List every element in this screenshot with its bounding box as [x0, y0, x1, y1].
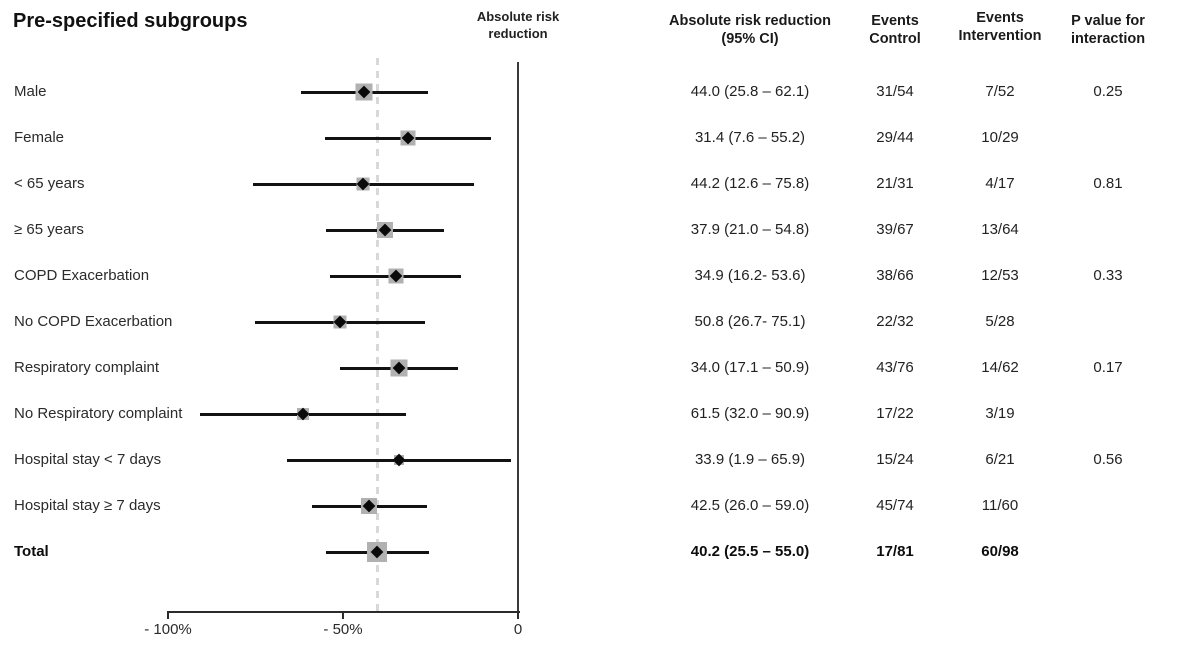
- x-axis-tick-label: - 100%: [144, 621, 192, 638]
- cell-events-intervention: 13/64: [981, 221, 1019, 238]
- row-label: Hospital stay ≥ 7 days: [14, 497, 161, 514]
- row-label: ≥ 65 years: [14, 221, 84, 238]
- column-header-p-interaction-line2: interaction: [1070, 31, 1146, 47]
- plot-axis-title: Absolute risk reduction: [477, 8, 559, 42]
- cell-arr-ci: 34.9 (16.2- 53.6): [694, 267, 806, 284]
- column-header-events-control-line2: Control: [869, 31, 921, 47]
- cell-p-value: 0.81: [1093, 175, 1123, 192]
- cell-events-control: 17/81: [876, 543, 914, 560]
- cell-arr-ci: 34.0 (17.1 – 50.9): [690, 359, 810, 376]
- plot-axis-title-line1: Absolute risk: [476, 9, 560, 24]
- cell-events-intervention: 7/52: [985, 83, 1015, 100]
- figure-title: Pre-specified subgroups: [13, 10, 248, 32]
- cell-events-intervention: 3/19: [985, 405, 1015, 422]
- cell-p-value: 0.56: [1093, 451, 1123, 468]
- column-header-events-control-line1: Events: [871, 13, 919, 29]
- cell-arr-ci: 33.9 (1.9 – 65.9): [694, 451, 806, 468]
- x-axis-tick: [517, 612, 519, 619]
- cell-events-control: 22/32: [876, 313, 914, 330]
- x-axis-tick-label: - 50%: [323, 621, 363, 638]
- cell-events-intervention: 10/29: [981, 129, 1019, 146]
- cell-p-value: 0.25: [1093, 83, 1123, 100]
- column-header-arr-ci-line2: (95% CI): [721, 31, 779, 47]
- column-header-arr-ci-line1: Absolute risk reduction: [669, 13, 831, 29]
- cell-arr-ci: 44.0 (25.8 – 62.1): [690, 83, 810, 100]
- row-label: < 65 years: [14, 175, 85, 192]
- cell-arr-ci: 37.9 (21.0 – 54.8): [690, 221, 810, 238]
- cell-events-intervention: 6/21: [985, 451, 1015, 468]
- cell-events-control: 21/31: [876, 175, 914, 192]
- cell-arr-ci: 61.5 (32.0 – 90.9): [690, 405, 810, 422]
- cell-events-control: 43/76: [876, 359, 914, 376]
- cell-arr-ci: 40.2 (25.5 – 55.0): [690, 543, 810, 560]
- cell-arr-ci: 31.4 (7.6 – 55.2): [694, 129, 806, 146]
- zero-axis-line: [517, 62, 519, 612]
- column-header-events-intervention-line2: Intervention: [958, 28, 1042, 44]
- row-label: Male: [14, 83, 47, 100]
- cell-events-intervention: 4/17: [985, 175, 1015, 192]
- cell-events-intervention: 12/53: [981, 267, 1019, 284]
- row-label: COPD Exacerbation: [14, 267, 150, 284]
- cell-events-control: 29/44: [876, 129, 914, 146]
- x-axis-tick: [167, 612, 169, 619]
- cell-p-value: 0.33: [1093, 267, 1123, 284]
- column-header-p-interaction-line1: P value for: [1071, 13, 1145, 29]
- cell-events-control: 31/54: [876, 83, 914, 100]
- reference-dashed-line: [375, 58, 379, 612]
- x-axis-tick: [342, 612, 344, 619]
- row-label: No Respiratory complaint: [14, 405, 183, 422]
- cell-events-intervention: 14/62: [981, 359, 1019, 376]
- x-axis-tick-label: 0: [513, 621, 523, 638]
- cell-events-intervention: 60/98: [981, 543, 1019, 560]
- row-label: Total: [14, 543, 49, 560]
- cell-p-value: 0.17: [1093, 359, 1123, 376]
- cell-events-control: 45/74: [876, 497, 914, 514]
- cell-events-intervention: 11/60: [981, 497, 1019, 514]
- column-header-events-intervention: Events Intervention: [959, 9, 1042, 45]
- column-header-p-interaction: P value for interaction: [1071, 12, 1145, 48]
- cell-arr-ci: 42.5 (26.0 – 59.0): [690, 497, 810, 514]
- cell-events-control: 39/67: [876, 221, 914, 238]
- cell-events-control: 38/66: [876, 267, 914, 284]
- cell-events-intervention: 5/28: [985, 313, 1015, 330]
- cell-arr-ci: 44.2 (12.6 – 75.8): [690, 175, 810, 192]
- cell-arr-ci: 50.8 (26.7- 75.1): [694, 313, 806, 330]
- plot-axis-title-line2: reduction: [488, 26, 548, 41]
- column-header-events-control: Events Control: [869, 12, 921, 48]
- row-label: Respiratory complaint: [14, 359, 160, 376]
- row-label: Female: [14, 129, 65, 146]
- row-label: Hospital stay < 7 days: [14, 451, 162, 468]
- column-header-events-intervention-line1: Events: [976, 10, 1024, 26]
- column-header-arr-ci: Absolute risk reduction (95% CI): [669, 12, 831, 48]
- cell-events-control: 17/22: [876, 405, 914, 422]
- cell-events-control: 15/24: [876, 451, 914, 468]
- row-label: No COPD Exacerbation: [14, 313, 173, 330]
